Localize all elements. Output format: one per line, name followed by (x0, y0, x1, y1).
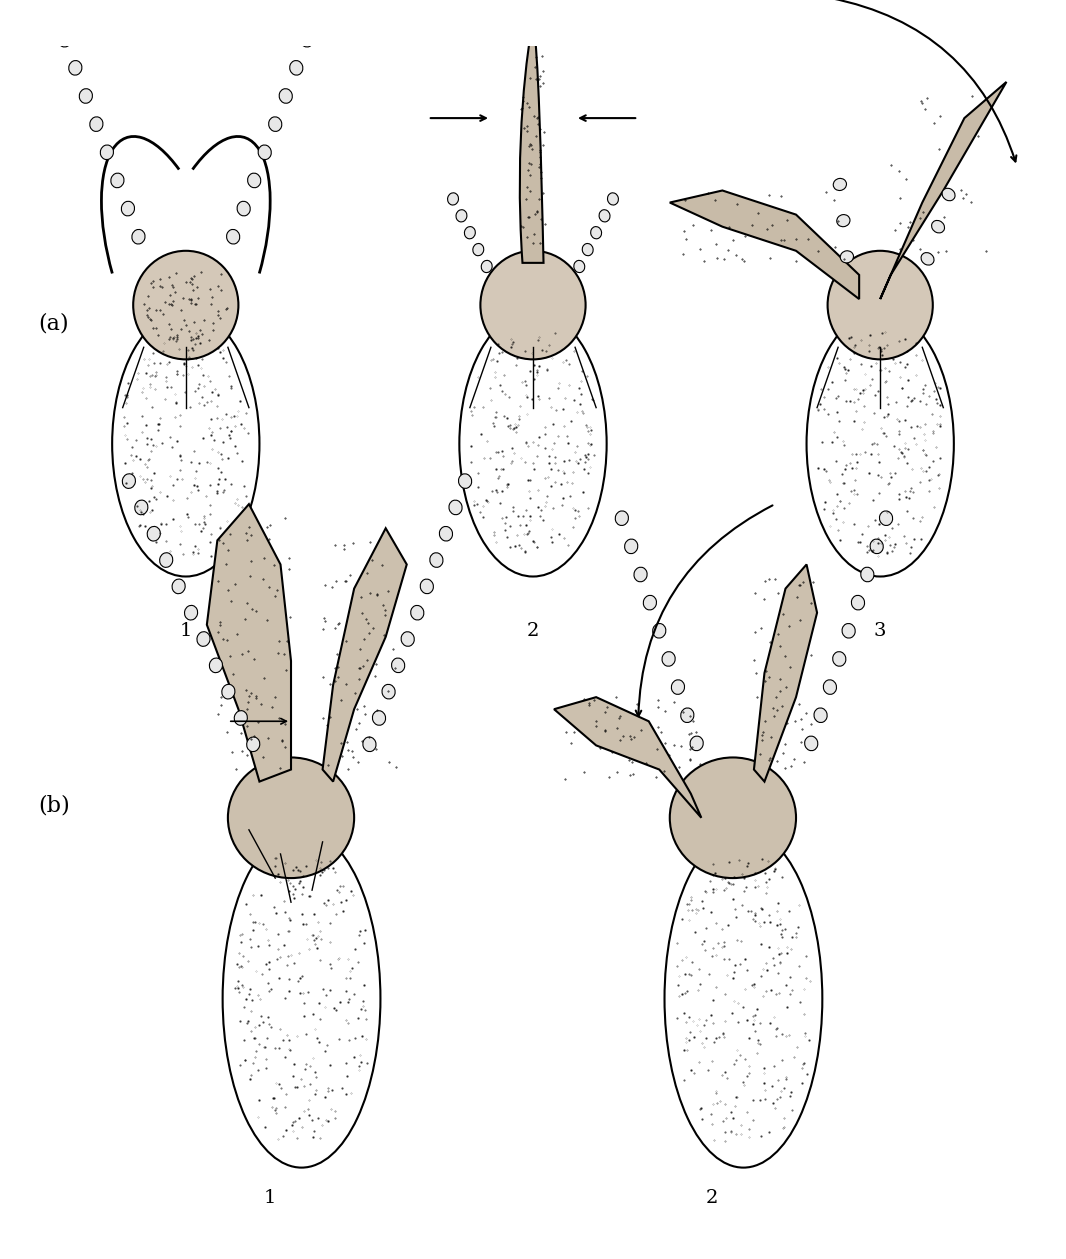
Ellipse shape (690, 737, 704, 750)
Ellipse shape (833, 652, 845, 666)
Ellipse shape (133, 251, 239, 359)
Ellipse shape (228, 758, 354, 878)
Ellipse shape (258, 145, 271, 160)
Polygon shape (754, 564, 817, 782)
Ellipse shape (599, 210, 610, 222)
Ellipse shape (59, 33, 71, 47)
Ellipse shape (870, 539, 884, 554)
Ellipse shape (123, 473, 135, 488)
Ellipse shape (310, 4, 324, 19)
Text: 2: 2 (706, 1188, 718, 1207)
Ellipse shape (942, 189, 955, 200)
Ellipse shape (814, 708, 827, 723)
Ellipse shape (643, 596, 657, 609)
Ellipse shape (122, 201, 134, 215)
Ellipse shape (391, 658, 405, 672)
Polygon shape (207, 504, 291, 782)
Ellipse shape (68, 60, 82, 76)
Ellipse shape (48, 4, 61, 19)
Ellipse shape (473, 243, 484, 256)
Text: 1: 1 (179, 622, 192, 640)
Text: (a): (a) (38, 312, 69, 334)
Ellipse shape (382, 685, 395, 699)
Ellipse shape (439, 526, 453, 541)
Ellipse shape (222, 685, 235, 699)
Ellipse shape (372, 710, 386, 725)
Text: (b): (b) (38, 794, 70, 817)
Ellipse shape (672, 680, 684, 695)
Polygon shape (323, 529, 407, 782)
Polygon shape (881, 82, 1006, 300)
Ellipse shape (625, 539, 637, 554)
Ellipse shape (197, 632, 210, 646)
Ellipse shape (420, 579, 434, 594)
Ellipse shape (410, 606, 424, 619)
Ellipse shape (235, 710, 247, 725)
Ellipse shape (681, 708, 694, 723)
Ellipse shape (132, 229, 145, 244)
Ellipse shape (456, 210, 467, 222)
Ellipse shape (608, 193, 618, 205)
Ellipse shape (227, 229, 240, 244)
Ellipse shape (172, 579, 185, 594)
Ellipse shape (823, 680, 837, 695)
Text: 2: 2 (527, 622, 539, 640)
Ellipse shape (591, 227, 601, 239)
Ellipse shape (481, 251, 585, 359)
Ellipse shape (827, 251, 933, 359)
Ellipse shape (669, 758, 796, 878)
Ellipse shape (458, 473, 471, 488)
Ellipse shape (79, 88, 93, 103)
Ellipse shape (662, 652, 675, 666)
Ellipse shape (860, 568, 874, 582)
Ellipse shape (247, 174, 261, 188)
Ellipse shape (90, 117, 103, 131)
Ellipse shape (362, 737, 376, 752)
Polygon shape (669, 190, 859, 300)
Ellipse shape (430, 553, 443, 568)
Ellipse shape (582, 243, 593, 256)
Ellipse shape (852, 596, 865, 609)
Ellipse shape (834, 179, 846, 190)
Ellipse shape (279, 88, 292, 103)
Ellipse shape (209, 658, 223, 672)
Ellipse shape (134, 500, 148, 515)
Ellipse shape (290, 60, 303, 76)
Ellipse shape (842, 623, 855, 638)
Ellipse shape (921, 253, 934, 266)
Ellipse shape (481, 261, 492, 273)
Ellipse shape (932, 220, 944, 233)
Ellipse shape (401, 632, 415, 646)
Ellipse shape (301, 33, 313, 47)
Ellipse shape (634, 568, 647, 582)
Ellipse shape (615, 511, 629, 525)
Ellipse shape (147, 526, 160, 541)
Ellipse shape (448, 193, 458, 205)
PathPatch shape (520, 21, 544, 263)
Ellipse shape (269, 117, 281, 131)
Ellipse shape (837, 214, 850, 227)
Ellipse shape (879, 511, 892, 525)
Ellipse shape (246, 737, 260, 752)
Text: 1: 1 (263, 1188, 276, 1207)
Ellipse shape (574, 261, 585, 273)
Ellipse shape (805, 737, 818, 750)
Ellipse shape (111, 174, 124, 188)
Text: 3: 3 (874, 622, 887, 640)
Ellipse shape (840, 251, 854, 263)
Ellipse shape (237, 201, 251, 215)
Ellipse shape (184, 606, 197, 619)
Ellipse shape (652, 623, 666, 638)
Ellipse shape (465, 227, 475, 239)
Ellipse shape (100, 145, 113, 160)
Ellipse shape (449, 500, 462, 515)
Ellipse shape (160, 553, 173, 568)
Polygon shape (554, 697, 701, 818)
